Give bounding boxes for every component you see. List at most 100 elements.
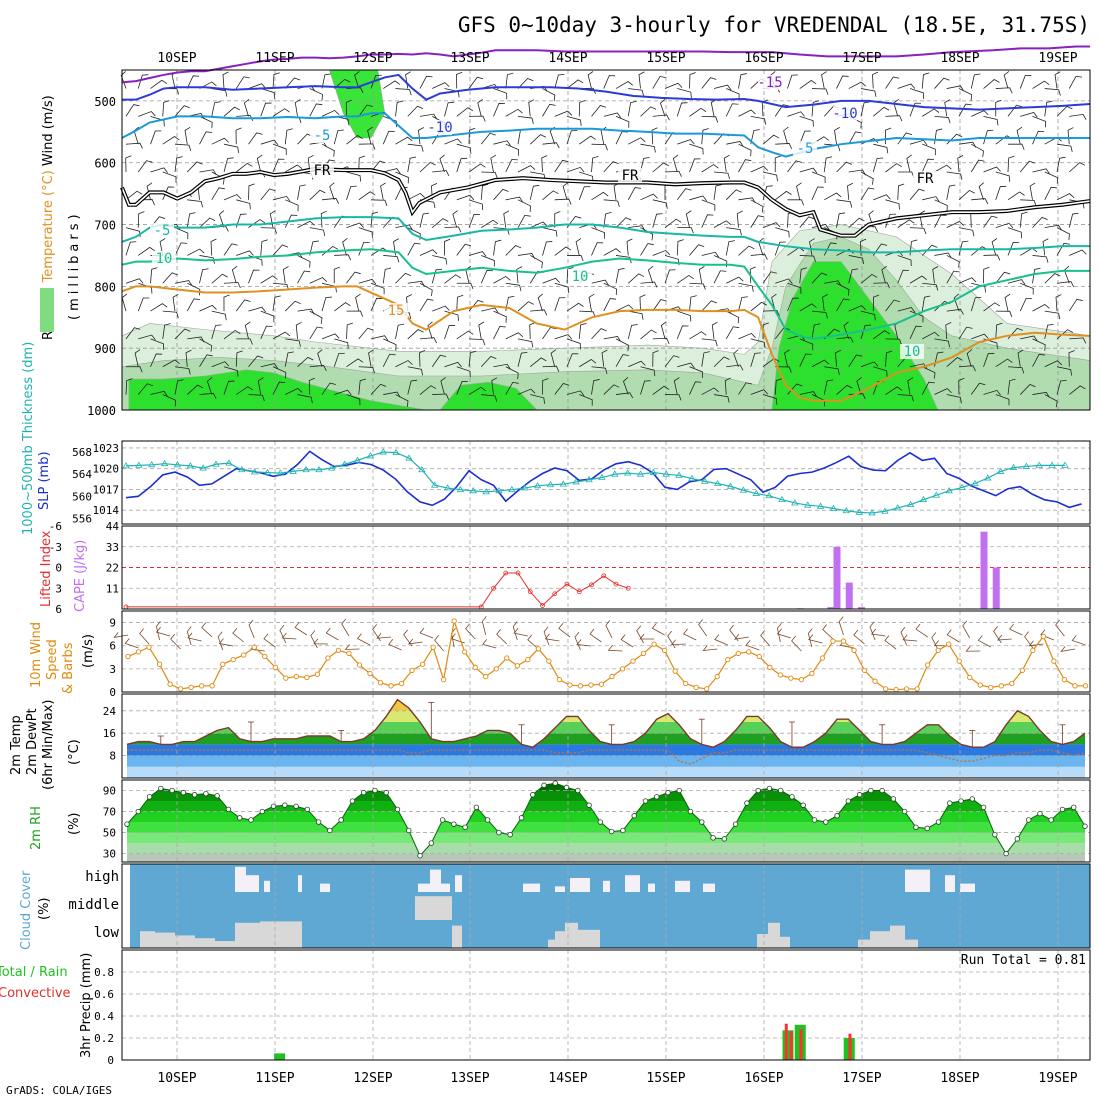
wind-barb — [783, 126, 789, 145]
wind10m-barb — [822, 624, 834, 640]
wind-barb — [321, 143, 335, 157]
date-label-bottom: 16SEP — [744, 1071, 783, 1086]
wind-barb — [860, 88, 877, 97]
wind-barb — [554, 297, 566, 312]
wind-barb — [1044, 224, 1062, 231]
wind-barb — [1032, 353, 1046, 367]
wind-barb — [505, 282, 522, 292]
rh-band — [127, 843, 1085, 854]
wind10m-point — [262, 653, 268, 660]
cape-bar — [827, 607, 835, 609]
wind-barb — [505, 332, 524, 340]
rh-point — [349, 798, 356, 804]
contour-5 — [121, 216, 1090, 254]
wind-barb — [517, 165, 536, 173]
wind-barb — [726, 310, 740, 324]
wind-barb — [162, 394, 176, 407]
wind-barb — [248, 269, 260, 284]
wind-barb — [1019, 211, 1028, 228]
contour-label: -5 — [314, 128, 331, 144]
contour-label: 10 — [904, 344, 921, 360]
wind-barb — [187, 248, 205, 256]
wind-barb — [579, 135, 596, 145]
wind-barb — [172, 293, 179, 312]
wind10m-barb — [543, 626, 550, 646]
li-point — [491, 585, 496, 591]
wind-barb — [922, 196, 940, 202]
wind-barb — [159, 238, 166, 256]
wind-barb — [848, 255, 864, 265]
wind10m-point — [177, 686, 184, 692]
wind10m-point — [441, 677, 447, 683]
wind-barb — [493, 275, 511, 284]
wind-barb — [983, 389, 1001, 396]
wind-barb — [125, 155, 132, 173]
wind-barb — [1069, 249, 1087, 256]
wind-barb — [529, 322, 536, 339]
thickness-point — [1035, 461, 1043, 468]
thickness-point — [418, 465, 426, 473]
panel-precip: 0 0.2 0.4 0.6 0.8 Run Total = 0.81 — [94, 949, 1091, 1067]
wind-barb — [885, 115, 903, 122]
wind-barb — [799, 255, 817, 262]
wind-barb — [1019, 383, 1036, 395]
wind-barb — [346, 310, 364, 317]
wind-barb — [125, 366, 143, 373]
wind-barb — [622, 377, 629, 395]
li-point — [625, 585, 631, 591]
wind10m-barb — [155, 626, 171, 637]
wind10m-point — [451, 618, 457, 624]
wind-barb — [137, 297, 150, 312]
wind-barb — [309, 227, 326, 237]
wind-barb — [480, 355, 497, 367]
wind-barb — [909, 310, 924, 323]
precip-tick: 0 — [107, 1054, 114, 1067]
thickness-point — [430, 481, 439, 488]
wind10m-point — [1040, 633, 1047, 640]
wind-barb — [150, 353, 163, 367]
thickness-point — [649, 468, 658, 475]
wind-tick: 0 — [109, 686, 116, 699]
thickness-point — [855, 508, 863, 515]
wind-barb — [395, 171, 409, 184]
wind-barb — [762, 171, 778, 182]
wind-barb — [701, 115, 719, 123]
wind-barb — [823, 328, 840, 340]
wind-barb — [1056, 281, 1075, 288]
wind-barb — [235, 299, 251, 312]
wind-barb — [1020, 199, 1037, 207]
thickness-point — [842, 506, 851, 514]
wind-barb — [575, 238, 582, 256]
wind-barb — [774, 155, 781, 173]
wind10m-point — [661, 647, 668, 653]
wind-barb — [206, 377, 213, 395]
wind-barb — [419, 298, 434, 312]
wind-barb — [284, 214, 298, 228]
rh2m-unit-label: (%) — [67, 813, 82, 836]
wind-barb — [640, 281, 658, 288]
thickness-point — [276, 469, 285, 476]
wind-barb — [600, 126, 607, 145]
wind-barb — [199, 304, 217, 312]
wind-barb — [272, 282, 290, 291]
thickness-point — [340, 460, 349, 467]
wind-barb — [811, 186, 824, 200]
wind10m-barb — [1040, 629, 1055, 641]
chart-title: GFS 0~10day 3-hourly for VREDENDAL (18.5… — [458, 13, 1090, 37]
wind-barb — [477, 98, 483, 117]
wind-barb — [162, 323, 171, 339]
wind-barb — [480, 270, 493, 284]
wind-barb — [395, 272, 412, 284]
wind-barb — [150, 115, 165, 127]
cloud-block — [703, 883, 715, 892]
wind-barb — [771, 293, 777, 312]
li-point — [613, 581, 619, 587]
rh-point — [811, 817, 818, 823]
wind-barb — [297, 308, 315, 315]
wind-tick: 6 — [109, 640, 116, 653]
wind-barb — [689, 195, 707, 201]
rh-point — [924, 825, 930, 832]
wind-barb — [346, 394, 361, 406]
wind-barb — [256, 154, 263, 173]
wind-barb — [799, 353, 812, 367]
